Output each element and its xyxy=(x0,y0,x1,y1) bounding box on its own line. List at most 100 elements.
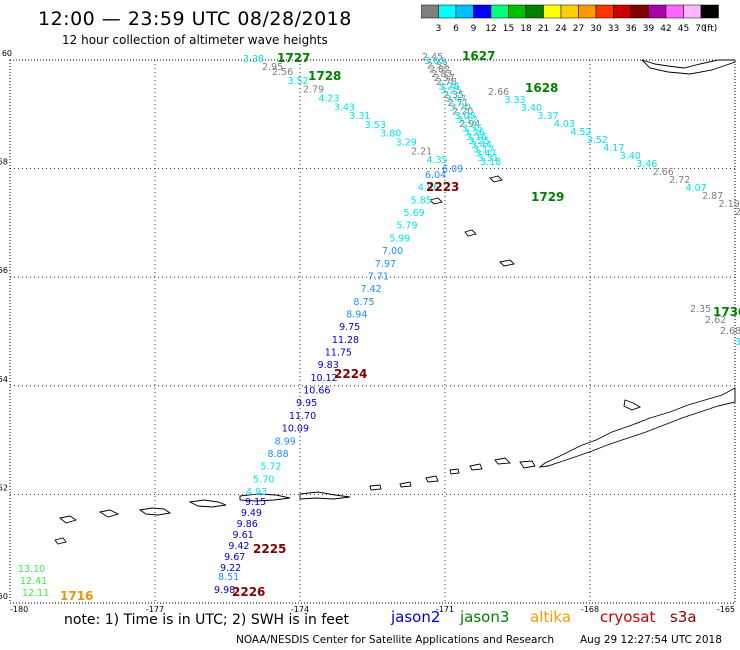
pass-time-label: 1729 xyxy=(531,190,564,204)
latitude-label: 52 xyxy=(0,483,8,492)
wave-height-value: 2.82 xyxy=(429,65,450,76)
coastline xyxy=(239,493,291,502)
latitude-label: 56 xyxy=(0,266,8,275)
wave-height-value: 2.66 xyxy=(653,167,674,178)
wave-height-value: 3.47 xyxy=(445,94,466,105)
coastline xyxy=(188,499,227,508)
coastline xyxy=(469,463,483,471)
wave-height-value: 3.47 xyxy=(475,149,496,160)
wave-height-value: 3.12 xyxy=(457,115,478,126)
longitude-label: -180 xyxy=(10,605,28,614)
pass-time-label: 2224 xyxy=(334,367,367,381)
wave-height-value: 3.33 xyxy=(504,95,525,106)
wave-height-value: 9.75 xyxy=(339,322,360,333)
wave-height-value: 10.66 xyxy=(303,386,330,397)
pass-time-label: 1730 xyxy=(713,305,740,319)
wave-height-value: 10.09 xyxy=(282,424,309,435)
wave-height-value: 5.85 xyxy=(411,195,432,206)
coastline xyxy=(98,509,120,518)
coastline xyxy=(464,229,477,237)
scale-tick-label: 6 xyxy=(453,24,459,34)
wave-height-value: 2.78 xyxy=(436,77,457,88)
wave-height-value: 8.94 xyxy=(346,309,367,320)
wave-height-value: 2.45 xyxy=(422,52,443,63)
wave-height-value: 2.66 xyxy=(488,87,509,98)
wave-height-value: 3.25 xyxy=(468,136,489,147)
pass-time-label: 2225 xyxy=(253,542,286,556)
pass-time-label: 1627 xyxy=(462,49,495,63)
wave-height-value: 6.09 xyxy=(442,164,463,175)
pass-time-label: 1716 xyxy=(60,589,93,603)
coastline xyxy=(538,387,736,468)
wave-height-value: 3.26 xyxy=(464,128,485,139)
wave-height-value: 5.70 xyxy=(253,474,274,485)
coastline xyxy=(369,484,382,491)
coastline xyxy=(429,197,443,205)
wave-height-value: 9.15 xyxy=(245,497,266,508)
wave-height-value: 13.10 xyxy=(18,564,45,575)
longitude-label: -165 xyxy=(717,605,735,614)
wave-height-value: 3.25 xyxy=(441,86,462,97)
wave-height-value: 2.68 xyxy=(720,326,740,337)
wave-height-value: 2.83 xyxy=(431,69,452,80)
wave-height-value: 9.98 xyxy=(214,585,235,596)
coastline xyxy=(425,475,439,483)
wave-height-value: 3.43 xyxy=(334,102,355,113)
wave-height-value: 9.61 xyxy=(233,530,254,541)
wave-height-value: 2.21 xyxy=(411,146,432,157)
map-frame xyxy=(9,59,736,604)
latitude-label: 50 xyxy=(0,592,8,601)
pass-time-label: 1727 xyxy=(277,51,310,65)
wave-height-value: 2.35 xyxy=(443,90,464,101)
coastline xyxy=(494,457,512,465)
generation-timestamp: Aug 29 12:27:54 UTC 2018 xyxy=(580,634,722,646)
longitude-label: -168 xyxy=(581,605,599,614)
wave-height-value: 2.71 xyxy=(448,98,469,109)
wave-height-value: 3.40 xyxy=(521,103,542,114)
latitude-label: 54 xyxy=(0,375,8,384)
wave-height-value: 11.28 xyxy=(332,335,359,346)
coastline xyxy=(299,491,351,500)
satellite-legend-jason3: jason3 xyxy=(460,608,510,626)
coastline xyxy=(449,468,460,475)
wave-height-value: 2.62 xyxy=(705,315,726,326)
wave-height-value: 3.38 xyxy=(243,54,264,65)
wave-height-value: 2.19 xyxy=(719,199,740,210)
scale-unit-label: (ft) xyxy=(704,24,718,34)
wave-height-value: 2.72 xyxy=(669,175,690,186)
coastline xyxy=(138,507,172,516)
scale-tick-label: 15 xyxy=(503,24,514,34)
wave-height-value: 2.56 xyxy=(272,67,293,78)
wave-height-value: 3.08 xyxy=(454,111,475,122)
wave-height-value: 9.67 xyxy=(224,552,245,563)
wave-height-value: 3.52 xyxy=(287,76,308,87)
scale-swatch xyxy=(700,4,719,19)
pass-time-label: 2223 xyxy=(426,180,459,194)
wave-height-value: 8.88 xyxy=(267,449,288,460)
longitude-label: -177 xyxy=(146,605,164,614)
scale-tick-label: 36 xyxy=(625,24,637,34)
wave-height-value: 11.75 xyxy=(325,348,352,359)
satellite-legend-cryosat: cryosat xyxy=(600,608,656,626)
scale-tick-label: 30 xyxy=(590,24,602,34)
satellite-legend-altika: altika xyxy=(530,608,572,626)
wave-height-color-scale: 3 6 9 12 15 18 21 24 27 30 33 36 39 42 45 70(ft) xyxy=(421,4,719,34)
wave-height-value: 4.52 xyxy=(570,127,591,138)
pass-time-label: 2226 xyxy=(232,585,265,599)
wave-height-value: 2.37 xyxy=(434,73,455,84)
wave-height-value: 2.53 xyxy=(427,60,448,71)
scale-tick-label: 12 xyxy=(485,24,496,34)
wave-height-value: 9.42 xyxy=(228,541,249,552)
wave-height-value: 9.22 xyxy=(220,563,241,574)
wave-height-value: 2.95 xyxy=(262,62,283,73)
wave-height-value: 3.70 xyxy=(450,102,471,113)
wave-height-value: 4.17 xyxy=(603,143,624,154)
wave-height-value: 5.99 xyxy=(389,233,410,244)
wave-height-value: 12.11 xyxy=(22,588,49,599)
wave-height-value: 8.75 xyxy=(353,297,374,308)
wave-height-value: 3.44 xyxy=(471,140,492,151)
wave-height-value: 9.95 xyxy=(296,398,317,409)
wave-height-value: 3.17 xyxy=(473,144,494,155)
satellite-legend-jason2: jason2 xyxy=(391,608,441,626)
